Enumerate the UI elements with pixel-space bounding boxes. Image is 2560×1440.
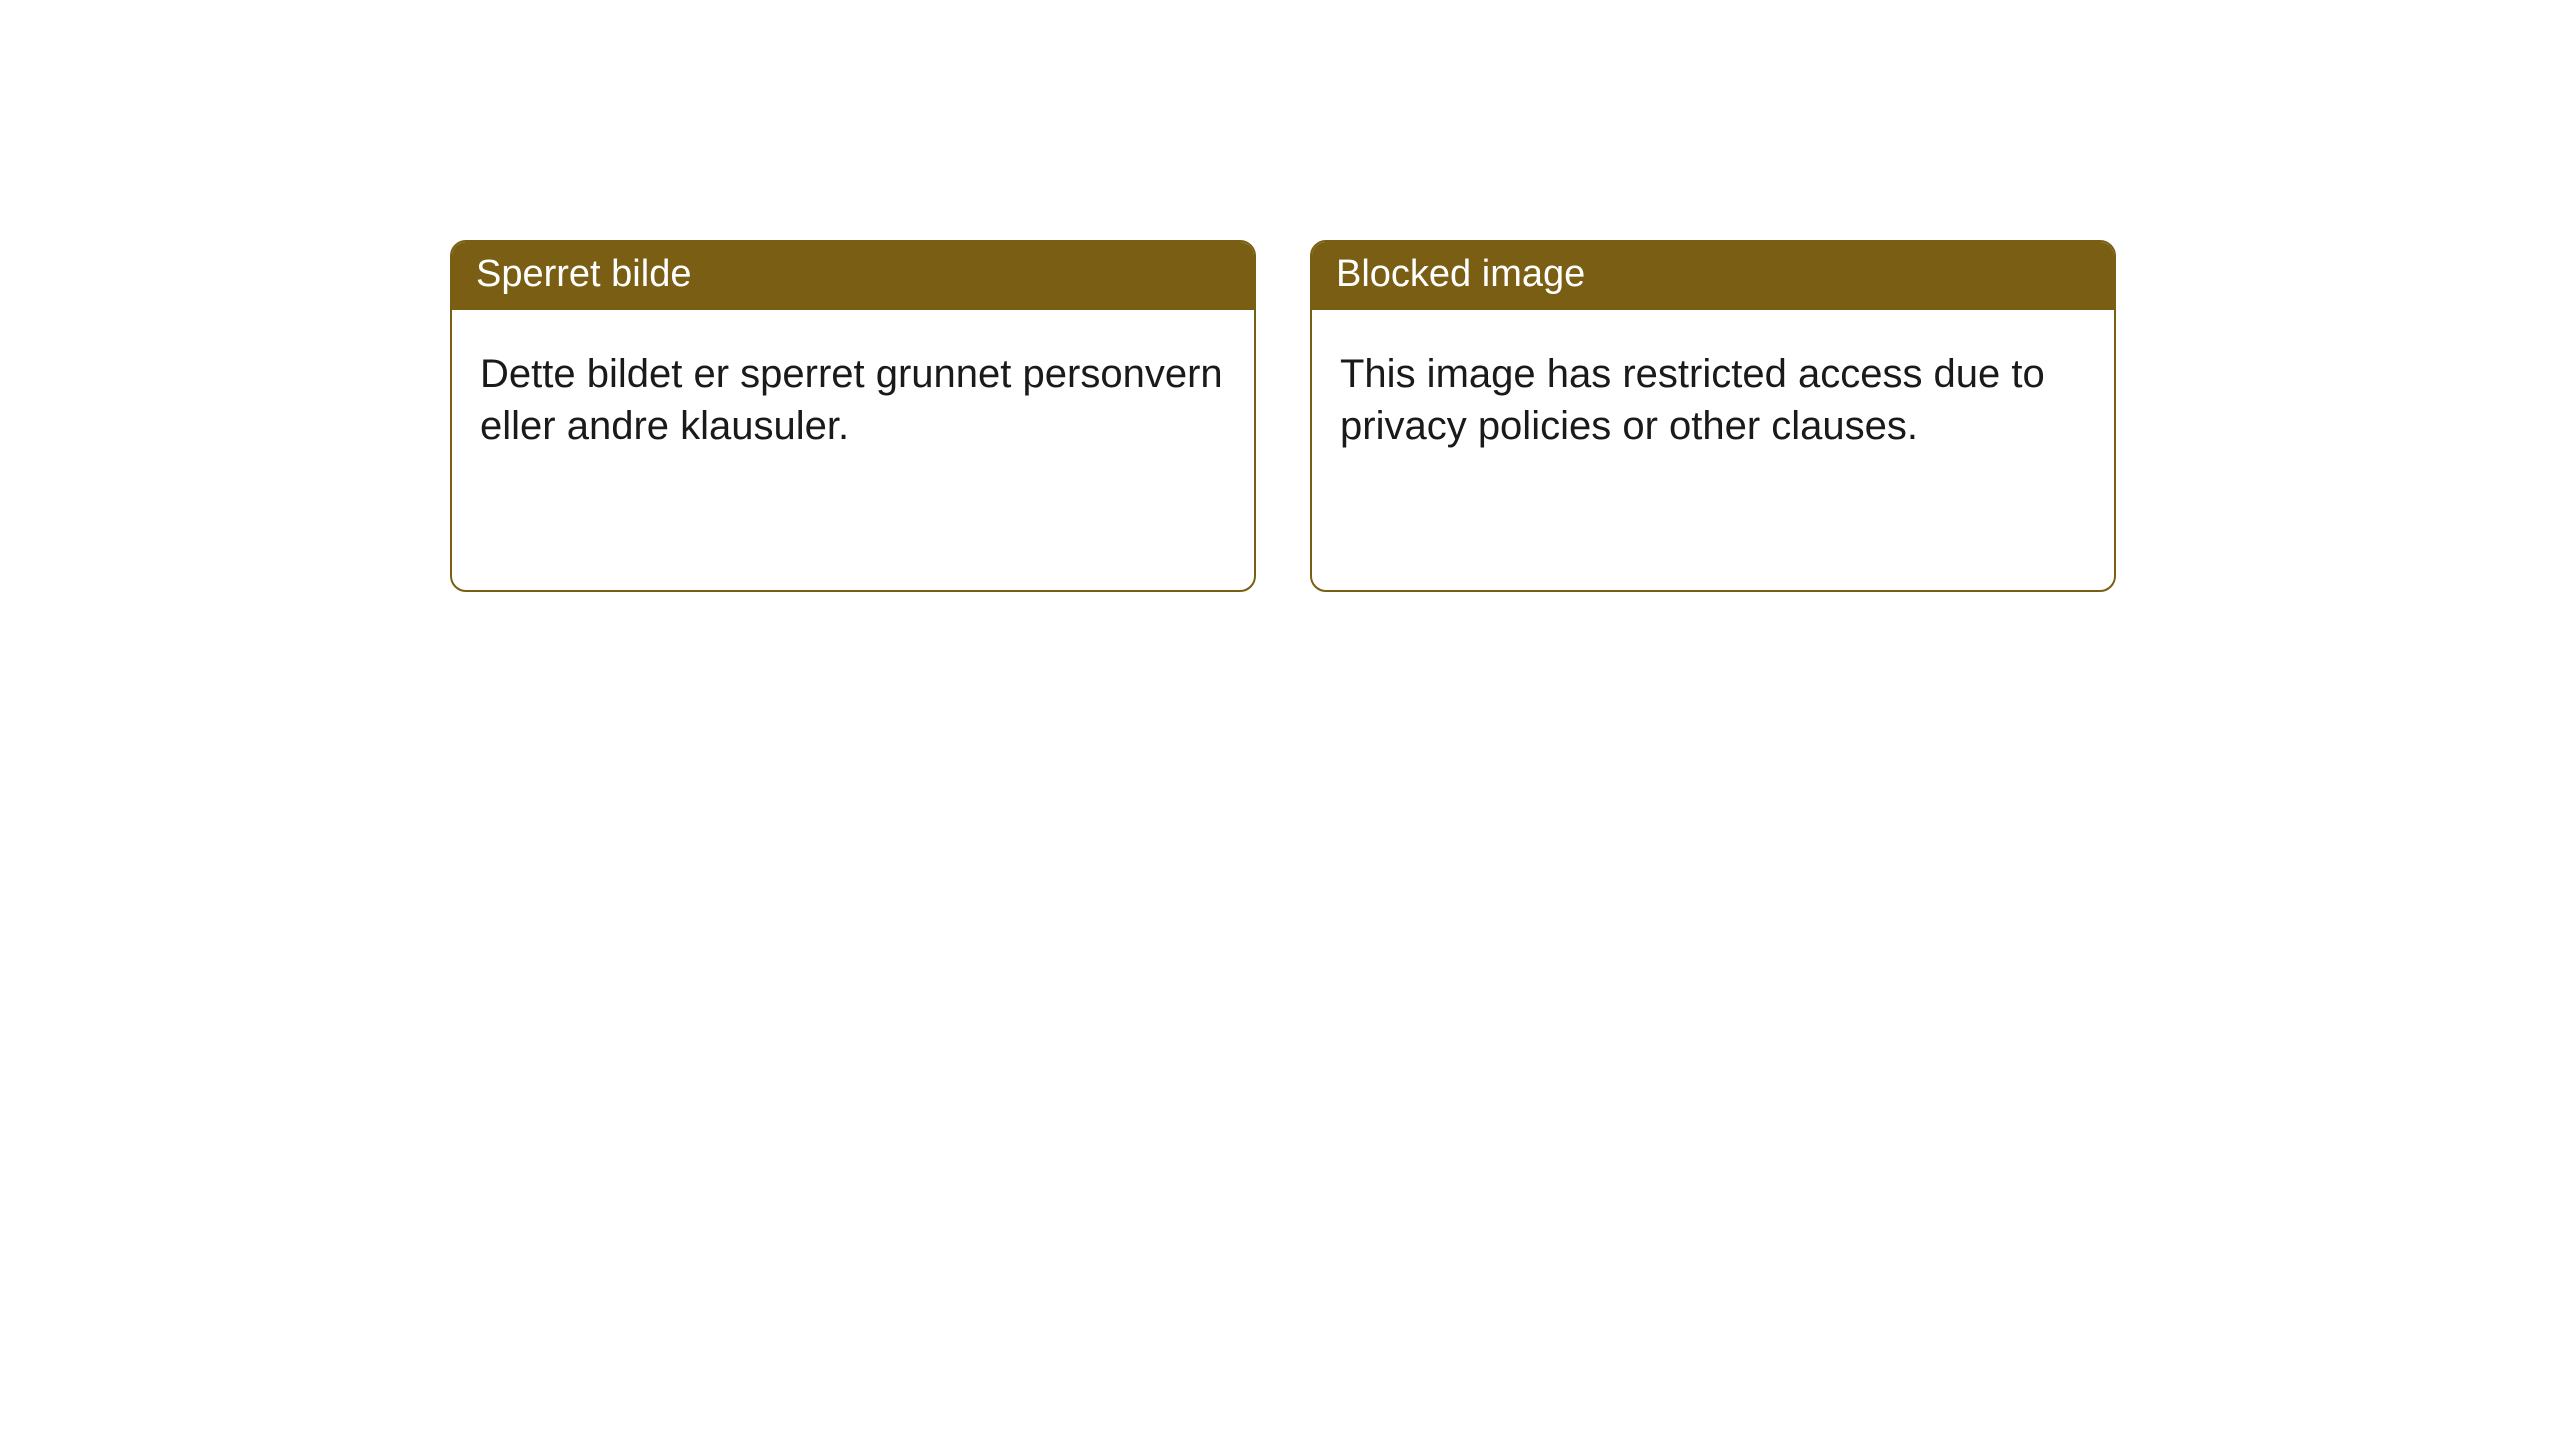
notice-card-body: Dette bildet er sperret grunnet personve…: [452, 310, 1254, 590]
notice-container: Sperret bilde Dette bildet er sperret gr…: [0, 0, 2560, 592]
notice-card-norwegian: Sperret bilde Dette bildet er sperret gr…: [450, 240, 1256, 592]
notice-card-english: Blocked image This image has restricted …: [1310, 240, 2116, 592]
notice-card-body: This image has restricted access due to …: [1312, 310, 2114, 590]
notice-card-title: Blocked image: [1312, 242, 2114, 310]
notice-card-title: Sperret bilde: [452, 242, 1254, 310]
